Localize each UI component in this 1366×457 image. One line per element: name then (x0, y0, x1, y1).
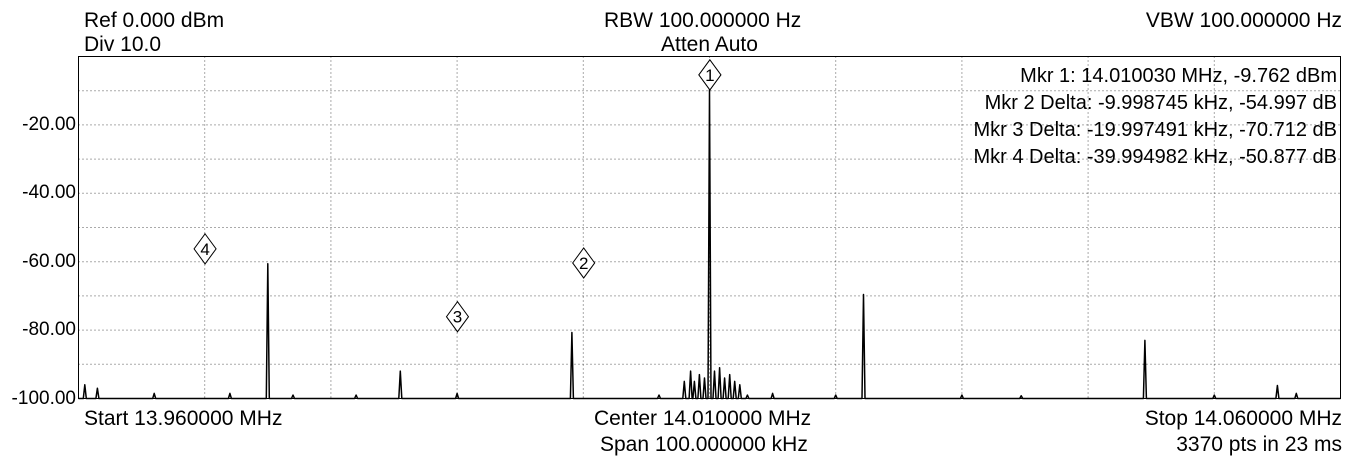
ytick-label: -100.00 (11, 388, 76, 409)
marker-diamond-4 (193, 233, 217, 265)
marker-readout: Mkr 1: 14.010030 MHz, -9.762 dBm Mkr 2 De… (973, 65, 1337, 168)
marker-readout-line: Mkr 1: 14.010030 MHz, -9.762 dBm (1020, 65, 1337, 87)
sweep-points-label: 3370 pts in 23 ms (1176, 433, 1342, 456)
span-label: Span 100.000000 kHz (600, 433, 808, 456)
plot-frame (78, 56, 1341, 399)
marker-readout-line: Mkr 4 Delta: -39.994982 kHz, -50.877 dB (973, 146, 1337, 168)
marker-label-2: 2 (579, 254, 588, 273)
marker-readout-line: Mkr 3 Delta: -19.997491 kHz, -70.712 dB (973, 119, 1337, 141)
center-freq-label: Center 14.010000 MHz (594, 407, 812, 430)
marker-label-4: 4 (200, 240, 209, 259)
rbw-label: RBW 100.000000 Hz (604, 9, 802, 32)
marker-label-1: 1 (705, 66, 714, 85)
marker-label-3: 3 (453, 308, 462, 327)
stop-freq-label: Stop 14.060000 MHz (1144, 407, 1342, 430)
ytick-label: -60.00 (22, 251, 76, 272)
ytick-label: -20.00 (22, 114, 76, 135)
div-scale-label: Div 10.0 (84, 33, 162, 56)
vbw-label: VBW 100.000000 Hz (1145, 9, 1342, 32)
marker-layer: R1234 (193, 59, 722, 333)
atten-label: Atten Auto (661, 33, 758, 56)
start-freq-label: Start 13.960000 MHz (84, 407, 283, 430)
marker-diamond-2 (572, 247, 596, 279)
ytick-label: -40.00 (22, 182, 76, 203)
marker-diamond-3 (445, 300, 470, 333)
marker-diamond-1 (698, 59, 722, 91)
ytick-label: -80.00 (22, 319, 76, 340)
ref-level-label: Ref 0.000 dBm (84, 9, 225, 32)
marker-readout-line: Mkr 2 Delta: -9.998745 kHz, -54.997 dB (985, 92, 1337, 114)
